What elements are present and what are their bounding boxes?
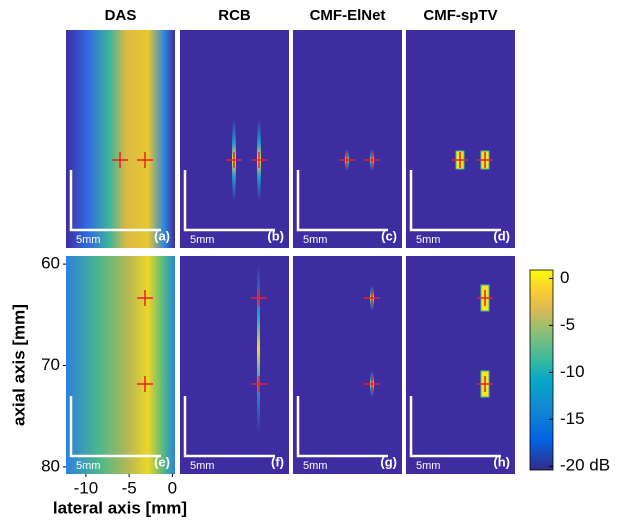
scale-bar-label: 5mm	[190, 460, 214, 472]
panel-label: (e)	[154, 454, 170, 469]
y-tick-label: 80	[41, 456, 60, 475]
image-panel	[293, 256, 402, 474]
image-panel	[293, 30, 402, 248]
scale-bar-label: 5mm	[303, 460, 327, 472]
scale-bar	[183, 170, 275, 232]
beamformed-image	[66, 30, 175, 248]
panel-label: (c)	[381, 228, 397, 243]
scale-bar	[296, 170, 388, 232]
scale-bar-label: 5mm	[416, 234, 440, 246]
panel-label: (h)	[493, 454, 510, 469]
image-panel	[406, 30, 515, 248]
panel-label: (g)	[380, 454, 397, 469]
column-title: CMF-spTV	[423, 7, 497, 24]
colorbar-tick-label: -20 dB	[560, 456, 610, 475]
scale-bar-label: 5mm	[416, 460, 440, 472]
scale-bar	[296, 396, 388, 458]
y-tick-label: 60	[41, 254, 60, 273]
colorbar-tick-label: -5	[560, 315, 575, 334]
x-tick-label: 0	[168, 478, 177, 497]
beamformed-image	[66, 256, 175, 474]
scale-bar	[409, 396, 501, 458]
panel-label: (d)	[493, 228, 510, 243]
y-axis-label: axial axis [mm]	[9, 304, 28, 426]
scale-bar	[69, 170, 161, 232]
scale-bar-label: 5mm	[190, 234, 214, 246]
colorbar	[529, 269, 554, 471]
y-tick-label: 70	[41, 355, 60, 374]
scale-bar	[69, 396, 161, 458]
colorbar-tick-label: 0	[560, 268, 569, 287]
x-axis-label: lateral axis [mm]	[53, 498, 187, 517]
image-panel	[180, 256, 289, 474]
scale-bar-label: 5mm	[76, 460, 100, 472]
scale-bar	[183, 396, 275, 458]
scale-bar-label: 5mm	[76, 234, 100, 246]
scale-bar	[409, 170, 501, 232]
scale-bar-label: 5mm	[303, 234, 327, 246]
x-tick-label: -10	[74, 478, 99, 497]
column-title: CMF-ElNet	[310, 7, 386, 24]
x-tick-label: -5	[122, 478, 137, 497]
colorbar-tick-label: -15	[560, 409, 585, 428]
point-response	[257, 264, 260, 434]
panel-label: (f)	[271, 454, 284, 469]
column-title: RCB	[218, 7, 251, 24]
image-panel	[406, 256, 515, 474]
colorbar-tick-label: -10	[560, 362, 585, 381]
column-title: DAS	[105, 7, 137, 24]
panel-label: (a)	[154, 228, 170, 243]
panel-label: (b)	[267, 228, 284, 243]
